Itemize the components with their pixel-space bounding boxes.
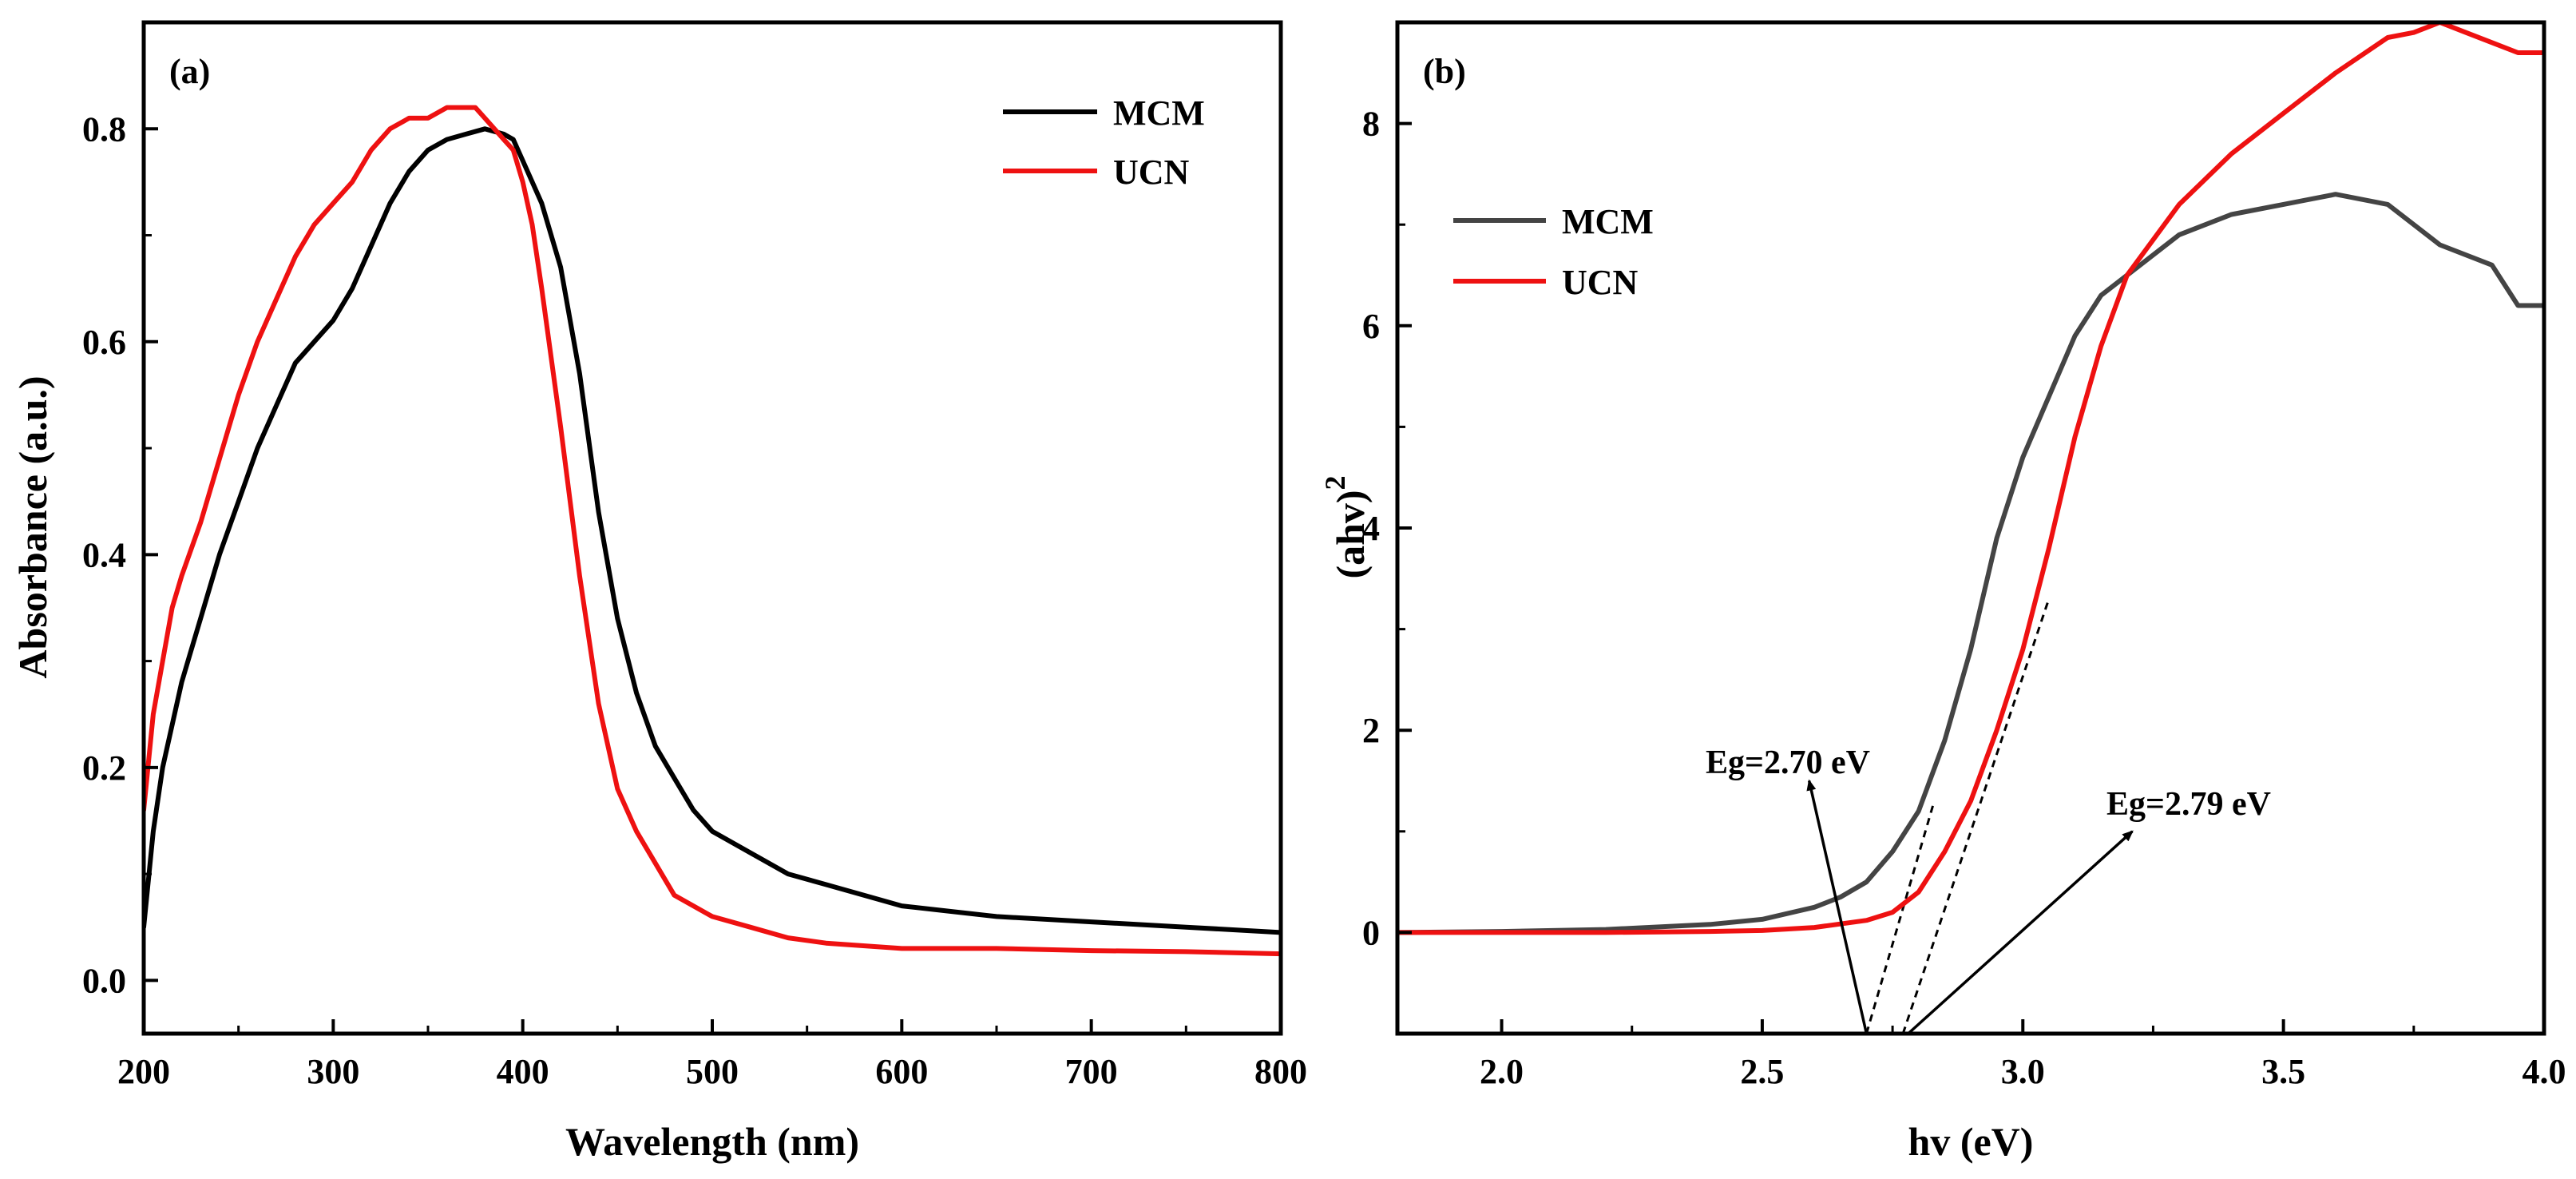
panel-b-tangent-line-2 [1901,598,2051,1034]
panel-a-xtick-labels: 200 300 400 500 600 700 800 [117,1052,1307,1091]
panel-a-series-line-mcm [144,126,1281,935]
panel-b-annotation-arrow-2 [1907,830,2134,1035]
panel-b-ytick-label: 4 [1362,509,1380,548]
panel-b-xtick-label: 4.0 [2522,1052,2566,1091]
panel-b-legend-label-mcm: MCM [1562,202,1654,241]
panel-b-tangent-lines [1865,598,2051,1034]
panel-a-xtick-label: 500 [686,1052,739,1091]
panel-b-xtick-label: 3.0 [2001,1052,2045,1091]
panel-a-legend: MCM UCN [1003,93,1205,192]
panel-a-series-line-ucn [144,105,1281,957]
panel-b-ytick-label: 6 [1362,307,1380,346]
panel-a-ytick-label: 0.2 [82,748,126,788]
panel-a-ytick-label: 0.8 [82,109,126,149]
panel-b-xtick-label: 3.5 [2261,1052,2305,1091]
panel-a-xtick-label: 300 [307,1052,359,1091]
panel-b-series-line-ucn [1397,22,2544,935]
panel-b-tangent-line-1 [1865,800,1936,1034]
panel-a-y-axis-title: Absorbance (a.u.) [10,375,55,678]
panel-b-plot-area [1395,20,2546,1036]
panel-a-series [144,105,1281,957]
panel-a-xtick-label: 700 [1065,1052,1118,1091]
panel-b-series-line-mcm [1397,192,2544,935]
panel-a-label: (a) [169,52,210,91]
panel-b-xtick-labels: 2.0 2.5 3.0 3.5 4.0 [1480,1052,2566,1091]
panel-b-arrows [1806,779,2134,1035]
panel-a-xtick-label: 200 [117,1052,170,1091]
panel-b-legend-label-ucn: UCN [1562,263,1639,302]
panel-a-ytick-label: 0.0 [82,961,126,1000]
panel-a-xtick-label: 800 [1254,1052,1307,1091]
panel-b-annotation-eg-ucn: Eg=2.79 eV [2106,786,2271,823]
panel-a-plot-area [141,20,1283,1036]
panel-a-xtick-label: 400 [497,1052,549,1091]
panel-b: 2.0 2.5 3.0 3.5 4.0 0 2 4 6 8 (b) MCM UCN Eg=2.7… [1319,20,2566,1164]
panel-a: 200 300 400 500 600 700 800 0.0 0.2 0.4 0.6 0.8 (a… [10,20,1307,1164]
panel-b-xtick-label: 2.5 [1740,1052,1784,1091]
panel-a-legend-label-ucn: UCN [1113,153,1190,192]
panel-b-y-axis-title: (ahv)2 [1319,475,1373,578]
panel-b-y-axis-title-main: (ahv) [1328,490,1373,578]
panel-a-frame [141,20,1283,1036]
panel-b-ytick-labels: 0 2 4 6 8 [1362,105,1380,953]
panel-a-ytick-label: 0.4 [82,535,126,574]
panel-b-y-axis-title-sup: 2 [1319,475,1351,490]
panel-a-ticks [142,21,1282,1034]
panel-b-ytick-label: 8 [1362,105,1380,144]
panel-a-ytick-labels: 0.0 0.2 0.4 0.6 0.8 [82,109,126,1000]
panel-b-frame [1395,20,2546,1036]
panel-a-x-axis-title: Wavelength (nm) [565,1119,859,1164]
panel-b-label: (b) [1423,52,1466,91]
panel-a-legend-label-mcm: MCM [1113,93,1205,133]
panel-b-ticks [1397,21,2546,1035]
panel-b-ytick-label: 2 [1362,711,1380,750]
panel-b-annotation-eg-mcm: Eg=2.70 eV [1706,744,1870,781]
panel-a-xtick-label: 600 [875,1052,928,1091]
panel-b-legend: MCM UCN [1453,202,1654,302]
panel-b-xtick-label: 2.0 [1480,1052,1524,1091]
panel-b-ytick-label: 0 [1362,913,1380,952]
panel-b-series [1397,22,2544,935]
panel-b-annotation-arrow-1 [1806,779,1869,1034]
panel-a-ytick-label: 0.6 [82,323,126,362]
panel-b-x-axis-title: hv (eV) [1908,1119,2034,1164]
